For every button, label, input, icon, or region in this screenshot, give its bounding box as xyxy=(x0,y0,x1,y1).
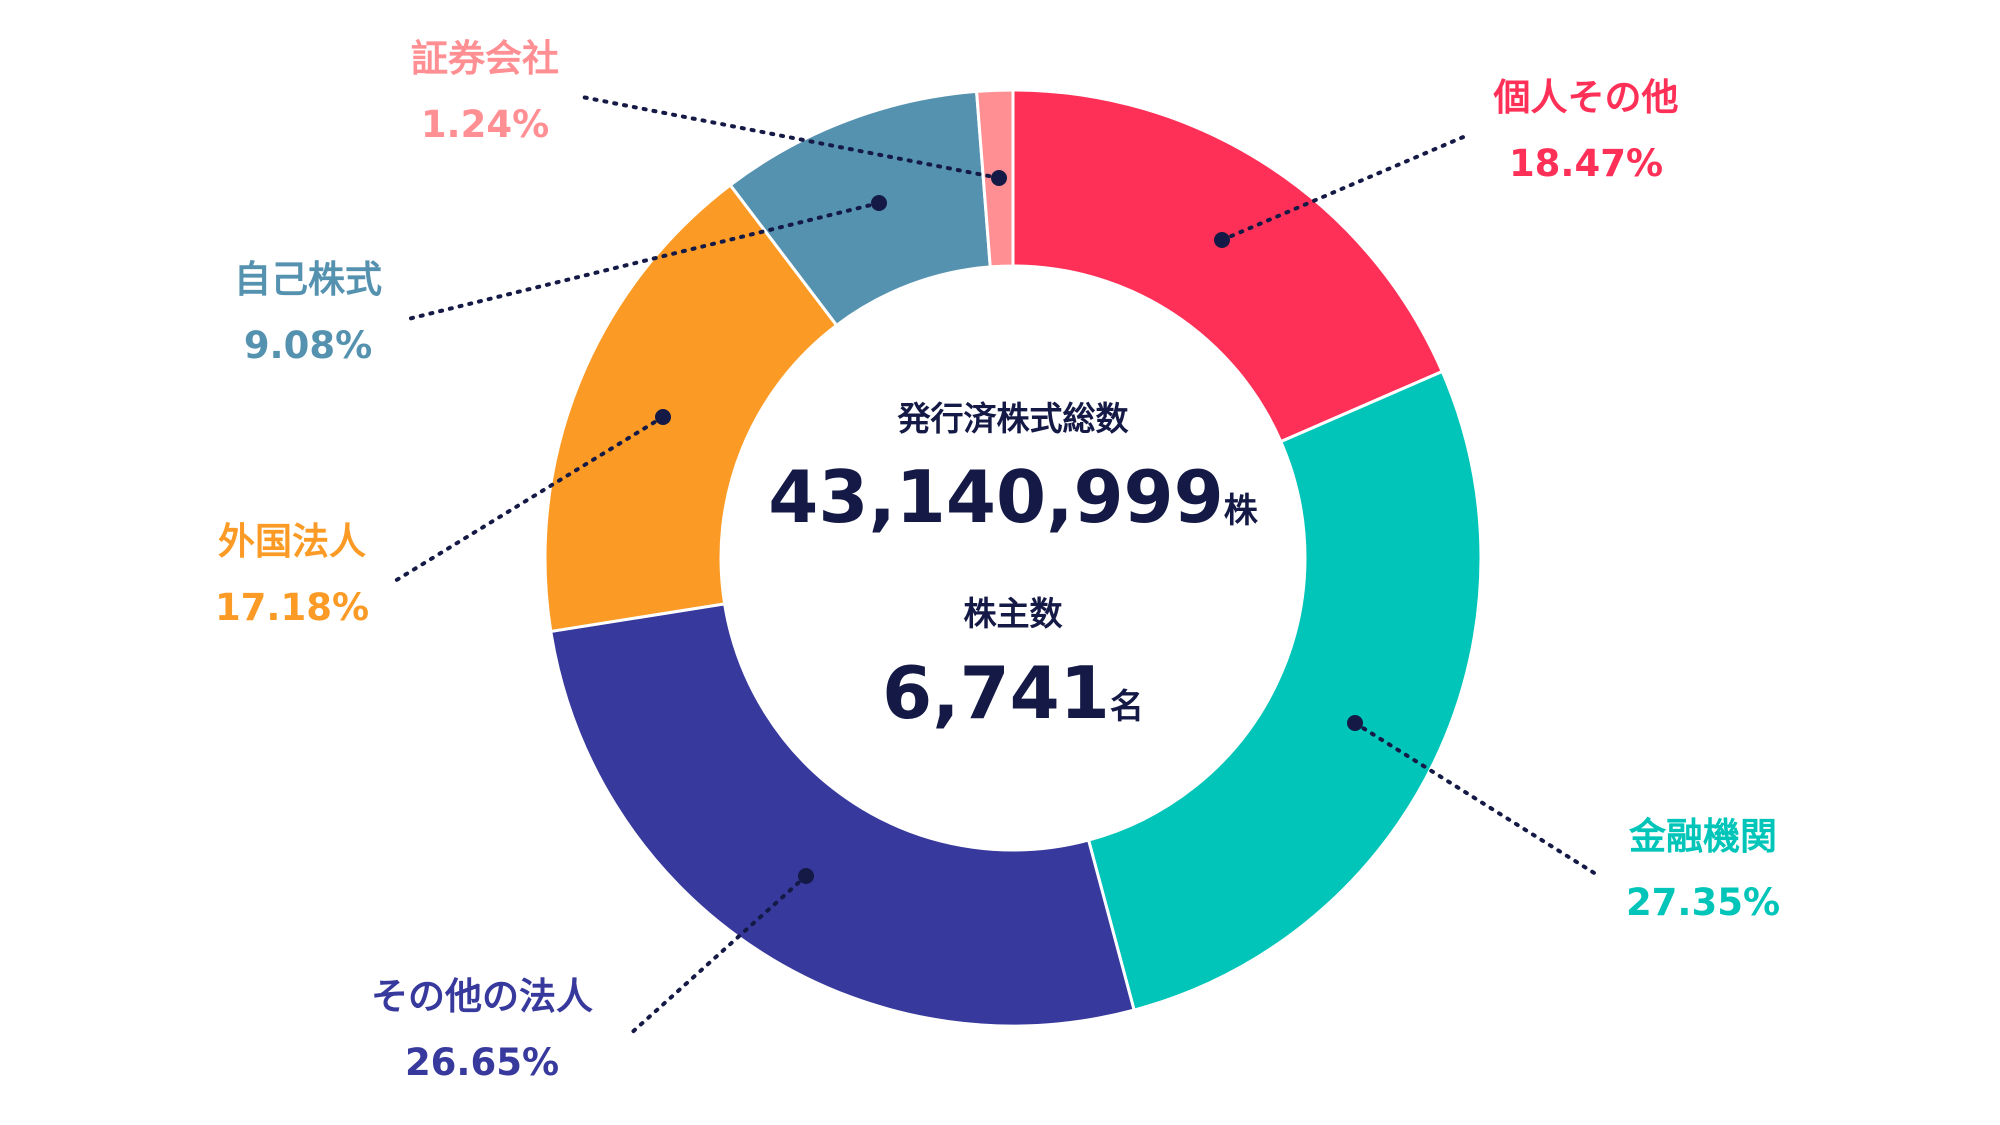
category-label: 証券会社 xyxy=(411,37,559,80)
leader-dot-5 xyxy=(991,170,1007,186)
value-label: 18.47% xyxy=(1509,142,1663,185)
donut-slice-2 xyxy=(549,602,1136,1028)
category-label: 外国法人 xyxy=(218,520,366,563)
category-label: 金融機関 xyxy=(1629,815,1777,858)
shareholders-value: 6,741 xyxy=(882,651,1110,735)
donut-slice-1 xyxy=(1086,369,1483,1012)
value-label: 27.35% xyxy=(1626,881,1780,924)
value-label: 1.24% xyxy=(421,103,549,146)
donut-slice-3 xyxy=(543,182,839,634)
leader-dot-2 xyxy=(798,868,814,884)
leader-line-5 xyxy=(575,94,1001,180)
leader-dot-3 xyxy=(655,409,671,425)
shareholders-unit: 名 xyxy=(1110,687,1144,727)
total-shares-label: 発行済株式総数 xyxy=(898,399,1130,438)
leader-line-3 xyxy=(393,415,665,583)
category-label: その他の法人 xyxy=(371,975,593,1018)
donut-slice-0 xyxy=(1011,88,1445,444)
total-shares-value: 43,140,999 xyxy=(768,455,1223,539)
shareholders: 6,741名 xyxy=(882,651,1144,735)
value-label: 26.65% xyxy=(405,1041,559,1084)
total-shares-unit: 株 xyxy=(1224,491,1259,531)
shareholders-label: 株主数 xyxy=(964,594,1064,633)
value-label: 17.18% xyxy=(215,586,369,629)
category-label: 個人その他 xyxy=(1493,76,1679,119)
leader-line-0 xyxy=(1220,133,1470,242)
category-label: 自己株式 xyxy=(234,258,382,301)
leader-dot-0 xyxy=(1214,232,1230,248)
leader-line-2 xyxy=(626,874,808,1038)
leader-line-1 xyxy=(1353,721,1601,878)
leader-dot-1 xyxy=(1347,715,1363,731)
leader-dot-4 xyxy=(871,195,887,211)
leader-line-4 xyxy=(402,201,881,322)
value-label: 9.08% xyxy=(244,324,372,367)
total-shares: 43,140,999株 xyxy=(768,455,1258,539)
